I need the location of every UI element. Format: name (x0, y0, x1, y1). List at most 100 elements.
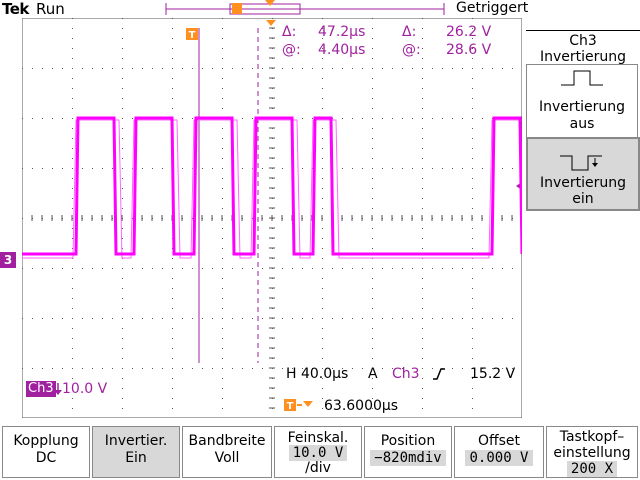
grid-dot (512, 168, 513, 169)
grid-dot (352, 168, 353, 169)
grid-dot (62, 168, 63, 169)
grid-dot (72, 168, 73, 169)
grid-dot (302, 318, 303, 319)
grid-dot (472, 48, 473, 49)
grid-dot (422, 58, 423, 59)
grid-dot (422, 108, 423, 109)
grid-dot (352, 318, 353, 319)
grid-dot (72, 178, 73, 179)
grid-dot (202, 318, 203, 319)
grid-dot (222, 268, 223, 269)
grid-dot (392, 318, 393, 319)
cursor-delta-label: Δ: (282, 24, 297, 40)
grid-dot (452, 168, 453, 169)
grid-dot (142, 368, 143, 369)
grid-dot (152, 168, 153, 169)
grid-dot (322, 18, 323, 19)
fine-scale-button[interactable]: Feinskal. 10.0 V /div (274, 426, 362, 478)
grid-dot (142, 68, 143, 69)
grid-dot (112, 318, 113, 319)
grid-dot (72, 128, 73, 129)
grid-dot (52, 368, 53, 369)
grid-dot (372, 368, 373, 369)
waveform-trace (22, 116, 522, 256)
bandwidth-button[interactable]: Bandbreite Voll (182, 426, 272, 478)
grid-dot (152, 68, 153, 69)
grid-dot (512, 68, 513, 69)
trigger-position-icon (186, 28, 198, 40)
invert-button[interactable]: Invertier. Ein (92, 426, 180, 478)
grid-dot (222, 208, 223, 209)
grid-dot (122, 158, 123, 159)
svg-text:T: T (189, 30, 196, 41)
fine-scale-unit: /div (305, 460, 331, 476)
grid-dot (32, 68, 33, 69)
grid-dot (102, 318, 103, 319)
grid-dot (422, 38, 423, 39)
grid-dot (242, 118, 243, 119)
cursor-at-time: 4.40µs (318, 42, 366, 58)
grid-dot (222, 188, 223, 189)
grid-dot (442, 268, 443, 269)
grid-dot (72, 18, 73, 19)
grid-dot (102, 368, 103, 369)
grid-dot (122, 118, 123, 119)
grid-dot (372, 378, 373, 379)
grid-dot (422, 338, 423, 339)
waveform-display[interactable]: T (22, 18, 522, 418)
grid-dot (82, 68, 83, 69)
invert-off-button[interactable]: Invertierung aus (526, 64, 638, 138)
grid-dot (212, 268, 213, 269)
grid-dot (222, 228, 223, 229)
offset-button[interactable]: Offset 0.000 V (454, 426, 544, 478)
grid-dot (472, 168, 473, 169)
grid-dot (422, 138, 423, 139)
probe-setup-button[interactable]: Tastkopf– einstellung 200 X (546, 426, 638, 478)
expansion-point-icon (266, 20, 276, 26)
grid-dot (502, 318, 503, 319)
grid-dot (222, 48, 223, 49)
cursor-at-label: @: (282, 42, 301, 58)
grid-dot (172, 108, 173, 109)
grid-dot (512, 268, 513, 269)
grid-dot (322, 98, 323, 99)
grid-dot (262, 68, 263, 69)
grid-dot (172, 298, 173, 299)
brand-logo: Tek (2, 0, 29, 18)
channel3-ground-marker[interactable]: 3 (0, 252, 16, 268)
grid-dot (122, 88, 123, 89)
grid-dot (92, 368, 93, 369)
grid-dot (122, 18, 123, 19)
grid-dot (102, 168, 103, 169)
grid-dot (322, 338, 323, 339)
grid-dot (172, 258, 173, 259)
grid-dot (312, 268, 313, 269)
grid-dot (372, 238, 373, 239)
trigger-status: Getriggert (456, 0, 529, 16)
grid-dot (322, 148, 323, 149)
grid-dot (162, 68, 163, 69)
grid-dot (422, 118, 423, 119)
grid-dot (372, 328, 373, 329)
grid-dot (322, 108, 323, 109)
grid-dot (292, 268, 293, 269)
grid-dot (322, 248, 323, 249)
grid-dot (252, 368, 253, 369)
grid-dot (72, 268, 73, 269)
coupling-button[interactable]: Kopplung DC (2, 426, 90, 478)
grid-dot (222, 98, 223, 99)
grid-dot (112, 268, 113, 269)
grid-dot (362, 168, 363, 169)
grid-dot (222, 38, 223, 39)
grid-dot (52, 68, 53, 69)
grid-dot (422, 98, 423, 99)
grid-dot (192, 268, 193, 269)
grid-dot (252, 318, 253, 319)
grid-dot (352, 118, 353, 119)
grid-dot (192, 368, 193, 369)
grid-dot (432, 318, 433, 319)
grid-dot (372, 398, 373, 399)
position-button[interactable]: Position −820mdiv (364, 426, 452, 478)
invert-on-button[interactable]: Invertierung ein (526, 137, 640, 211)
grid-dot (122, 208, 123, 209)
